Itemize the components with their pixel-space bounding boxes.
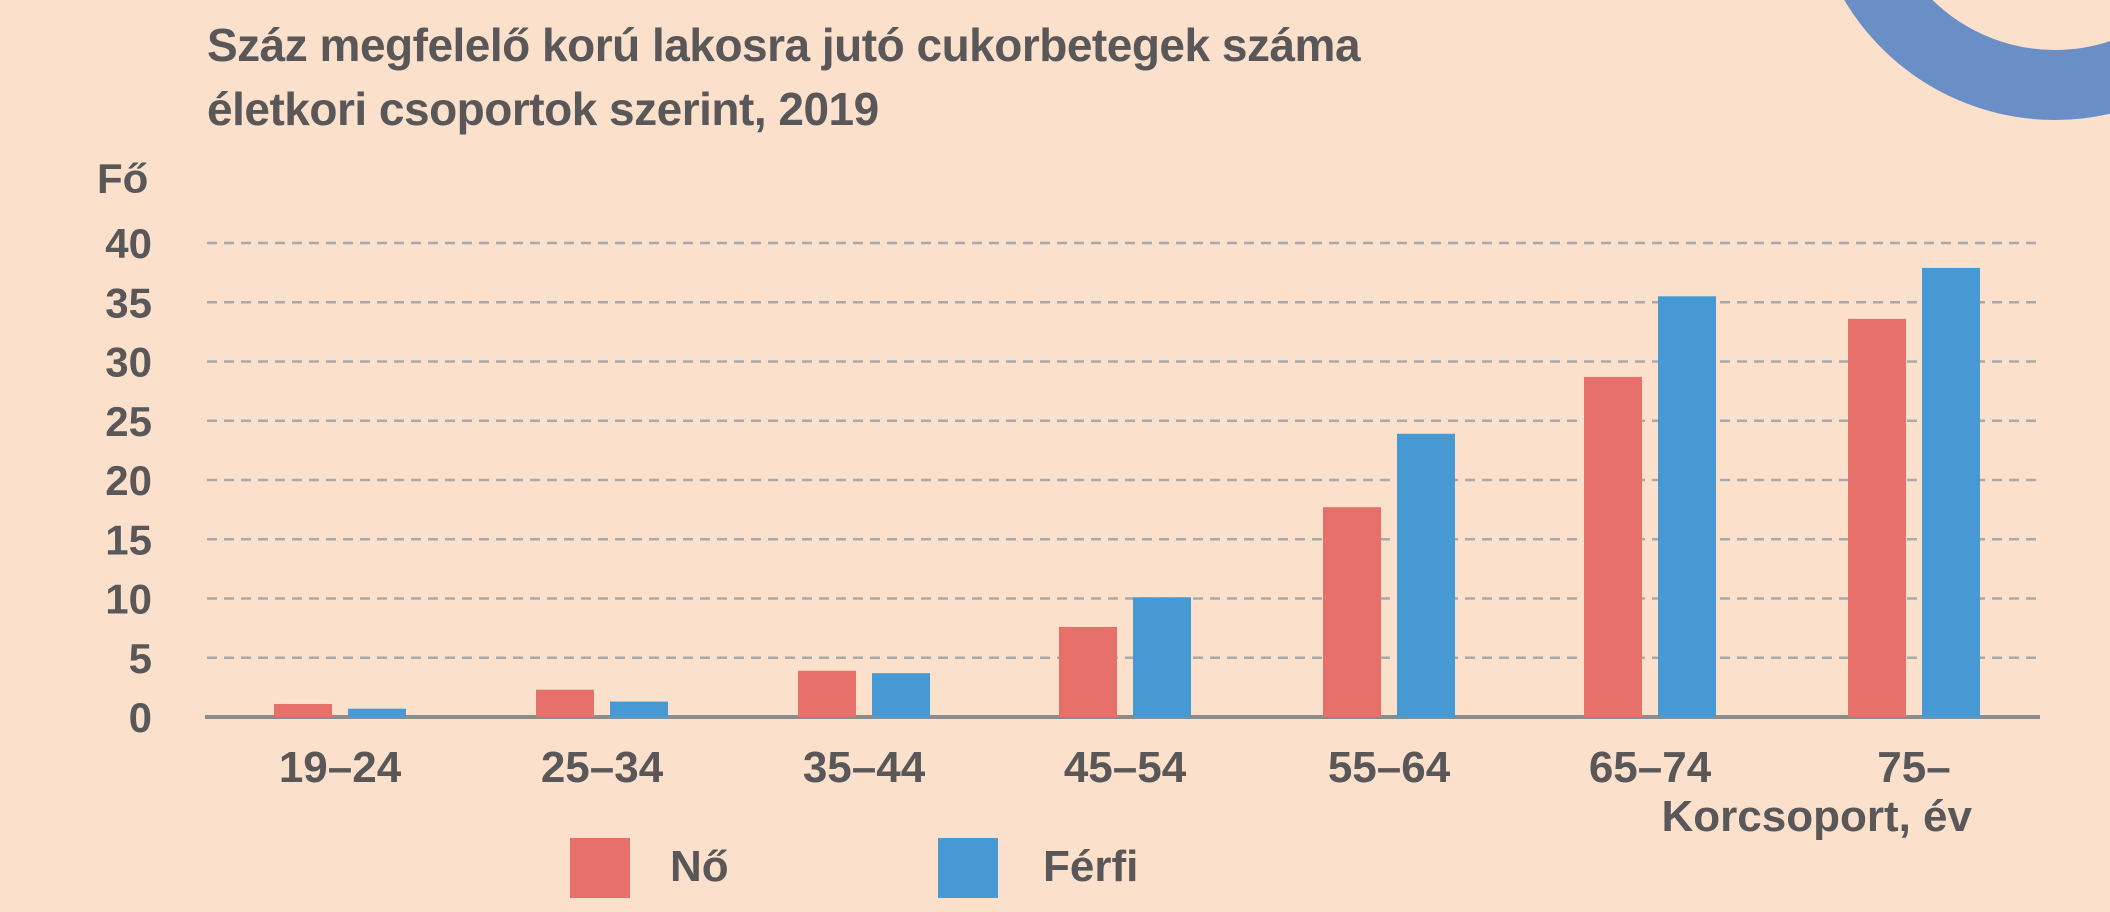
x-tick-label-4: 55–64 xyxy=(1328,743,1451,792)
bar-ferfi-2 xyxy=(872,673,930,717)
bar-no-6 xyxy=(1848,318,1906,717)
bar-ferfi-5 xyxy=(1658,296,1716,717)
bar-no-0 xyxy=(274,703,332,717)
x-axis-label: Korcsoport, év xyxy=(1661,792,1972,841)
bar-ferfi-4 xyxy=(1397,433,1455,717)
y-tick-label-30: 30 xyxy=(105,339,152,386)
chart-title-line-1: Száz megfelelő korú lakosra jutó cukorbe… xyxy=(207,19,1361,71)
bar-ferfi-3 xyxy=(1133,597,1191,717)
bar-no-4 xyxy=(1323,507,1381,717)
legend-label-ferfi: Férfi xyxy=(1043,842,1139,891)
y-tick-label-35: 35 xyxy=(105,279,152,326)
y-tick-label-25: 25 xyxy=(105,398,152,445)
y-tick-label-0: 0 xyxy=(129,694,152,741)
bar-ferfi-6 xyxy=(1922,267,1980,717)
x-tick-label-3: 45–54 xyxy=(1064,743,1187,792)
y-tick-label-5: 5 xyxy=(129,635,152,682)
bar-ferfi-1 xyxy=(610,701,668,717)
bar-no-2 xyxy=(798,670,856,717)
legend-label-no: Nő xyxy=(670,842,729,891)
x-tick-label-0: 19–24 xyxy=(279,743,402,792)
x-tick-label-5: 65–74 xyxy=(1589,743,1712,792)
legend-swatch-no xyxy=(570,838,630,898)
bar-ferfi-0 xyxy=(348,708,406,717)
bar-no-5 xyxy=(1584,376,1642,717)
bar-no-3 xyxy=(1059,626,1117,717)
x-tick-label-1: 25–34 xyxy=(541,743,664,792)
y-tick-label-40: 40 xyxy=(105,220,152,267)
x-tick-label-2: 35–44 xyxy=(803,743,926,792)
y-tick-label-15: 15 xyxy=(105,516,152,563)
decorative-ring-arc xyxy=(1844,0,2110,120)
legend-swatch-ferfi xyxy=(938,838,998,898)
bar-no-1 xyxy=(536,689,594,717)
x-tick-label-6: 75– xyxy=(1877,743,1950,792)
chart-title-line-2: életkori csoportok szerint, 2019 xyxy=(207,83,879,135)
y-tick-label-20: 20 xyxy=(105,457,152,504)
y-tick-label-10: 10 xyxy=(105,576,152,623)
y-axis-label: Fő xyxy=(97,155,149,202)
